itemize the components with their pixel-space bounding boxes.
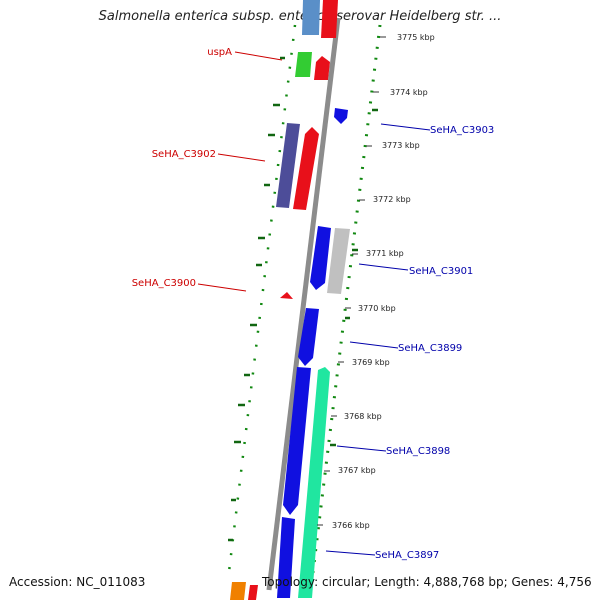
gene-label-SeHA_C3902[interactable]: SeHA_C3902: [152, 149, 216, 160]
tick-label-3772: 3772 kbp: [373, 195, 411, 204]
gene-SeHA_C3898-blue: [283, 367, 311, 515]
gene-SeHA_C3901-blue: [310, 226, 331, 290]
accession-text: Accession: NC_011083: [9, 575, 146, 589]
tick-label-3774: 3774 kbp: [390, 88, 428, 97]
gene-uspA-red: [314, 56, 330, 80]
gene-label-SeHA_C3903[interactable]: SeHA_C3903: [430, 125, 494, 136]
gene-bottom-orange: [230, 582, 246, 600]
position-ticks: [317, 36, 386, 526]
tick-label-3770: 3770 kbp: [358, 304, 396, 313]
gene-label-SeHA_C3899[interactable]: SeHA_C3899: [398, 343, 462, 354]
gene-top-red: [321, 0, 338, 38]
gene-uspA-green: [295, 52, 312, 77]
tick-label-3766: 3766 kbp: [332, 521, 370, 530]
tick-label-3775: 3775 kbp: [397, 33, 435, 42]
genome-backbone: [266, 17, 341, 591]
gc-track-outer: [310, 24, 382, 581]
gc-skew-marks: [228, 56, 378, 542]
tick-label-3769: 3769 kbp: [352, 358, 390, 367]
tick-label-3768: 3768 kbp: [344, 412, 382, 421]
gene-label-SeHA_C3897[interactable]: SeHA_C3897: [375, 550, 439, 561]
gene-bottom-red: [248, 585, 258, 600]
label-leader-lines: [197, 51, 431, 556]
gene-SeHA_C3900: [280, 292, 293, 299]
gene-SeHA_C3903: [334, 108, 348, 124]
gene-top-blue: [302, 0, 320, 35]
tick-label-3773: 3773 kbp: [382, 141, 420, 150]
gene-SeHA_C3901-grey: [327, 228, 350, 294]
gene-SeHA_C3897-blue: [277, 517, 295, 598]
tick-label-3771: 3771 kbp: [366, 249, 404, 258]
gene-SeHA_C3902-purple: [276, 123, 300, 208]
map-title: Salmonella enterica subsp. enterica sero…: [98, 9, 502, 24]
tick-label-3767: 3767 kbp: [338, 466, 376, 475]
gene-SeHA_C3902-red: [293, 127, 319, 210]
gene-SeHA_C3899: [298, 308, 319, 366]
gene-label-uspA[interactable]: uspA: [207, 47, 232, 58]
gene-label-SeHA_C3900[interactable]: SeHA_C3900: [132, 278, 196, 289]
gene-SeHA_C3898-teal: [298, 367, 330, 598]
gene-label-SeHA_C3898[interactable]: SeHA_C3898: [386, 446, 450, 457]
gene-label-SeHA_C3901[interactable]: SeHA_C3901: [409, 266, 473, 277]
topology-text: Topology: circular; Length: 4,888,768 bp…: [262, 575, 592, 589]
